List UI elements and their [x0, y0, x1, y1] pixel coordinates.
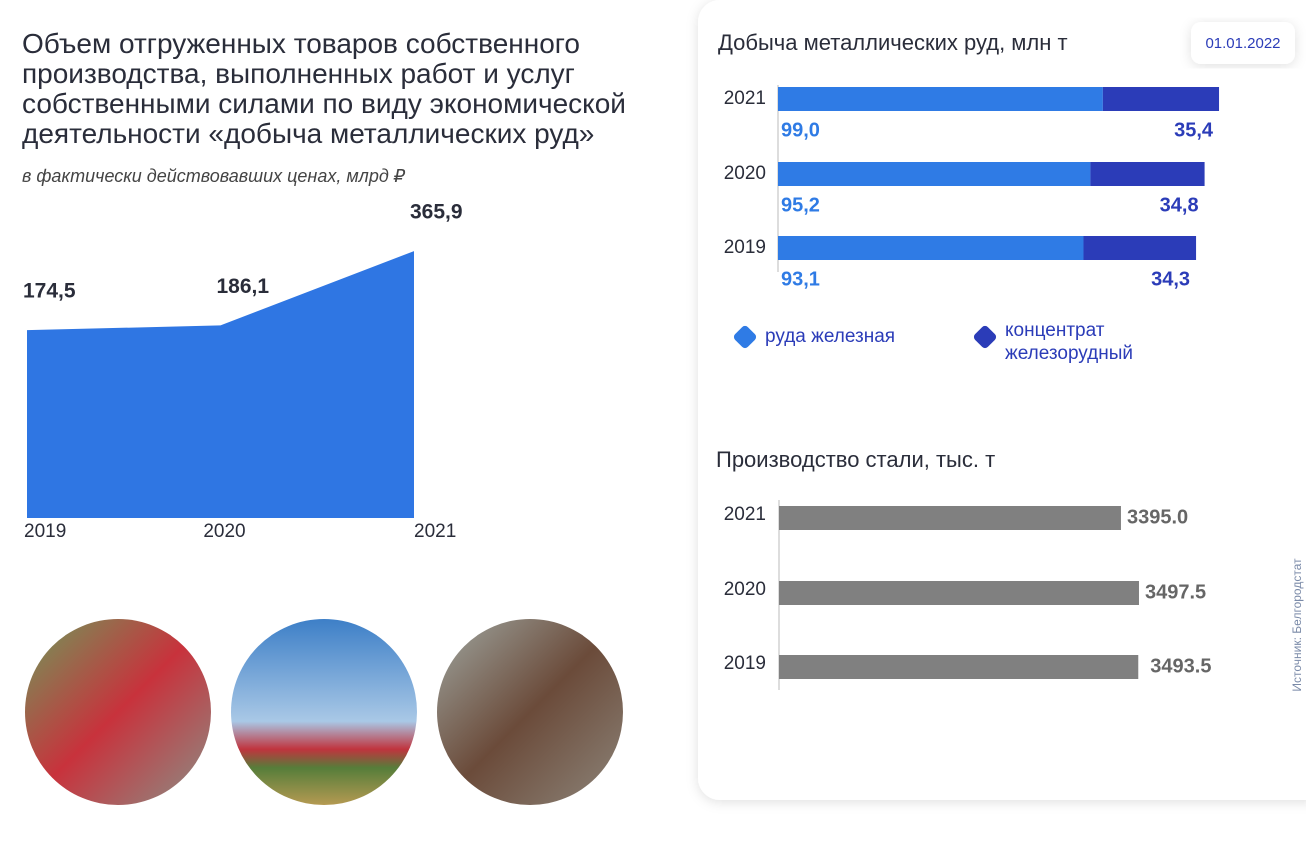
value-label: 34,3 — [1151, 268, 1190, 290]
value-label: 93,1 — [781, 268, 820, 290]
bar — [778, 236, 1084, 260]
bar — [1090, 162, 1205, 186]
bar — [779, 655, 1139, 679]
value-label: 99,0 — [781, 119, 820, 141]
value-label: 186,1 — [217, 275, 270, 298]
value-label: 95,2 — [781, 194, 820, 216]
date-badge — [1191, 22, 1295, 64]
photo — [231, 619, 417, 805]
chart-title: Добыча металлических руд, млн т — [718, 30, 1068, 55]
bar — [779, 581, 1139, 605]
bar — [779, 506, 1121, 530]
y-tick-label: 2020 — [724, 163, 766, 184]
value-label: 3395.0 — [1127, 506, 1188, 528]
value-label: 3497.5 — [1145, 581, 1206, 603]
photo — [437, 619, 623, 805]
date: 01.01.2022 — [1205, 35, 1280, 52]
legend-swatch — [973, 325, 997, 349]
legend-label: концентрат железорудный — [1005, 320, 1134, 364]
y-tick-label: 2019 — [724, 653, 766, 674]
value-label: 365,9 — [410, 201, 463, 224]
chart-title: Объем отгруженных товаров собственного п… — [22, 28, 626, 149]
bar — [1083, 236, 1197, 260]
y-tick-label: 2019 — [724, 237, 766, 258]
y-tick-label: 2021 — [724, 88, 766, 109]
bar — [778, 87, 1103, 111]
x-tick-label: 2021 — [414, 521, 456, 542]
bar — [1102, 87, 1220, 111]
bar — [778, 162, 1091, 186]
x-tick-label: 2020 — [203, 521, 245, 542]
chart-title: Производство стали, тыс. т — [716, 447, 995, 472]
legend-swatch — [733, 325, 757, 349]
legend-label: руда железная — [765, 326, 896, 347]
x-tick-label: 2019 — [24, 521, 66, 542]
value-label: 174,5 — [23, 280, 76, 303]
value-label: 3493.5 — [1150, 655, 1211, 677]
source: Источник: Белгородстат — [1290, 558, 1304, 692]
photo — [25, 619, 211, 805]
area — [27, 251, 414, 519]
y-tick-label: 2021 — [724, 504, 766, 525]
value-label: 34,8 — [1160, 194, 1199, 216]
y-tick-label: 2020 — [724, 579, 766, 600]
value-label: 35,4 — [1174, 119, 1214, 141]
chart-subtitle: в фактически действовавших ценах, млрд ₽ — [22, 166, 406, 186]
